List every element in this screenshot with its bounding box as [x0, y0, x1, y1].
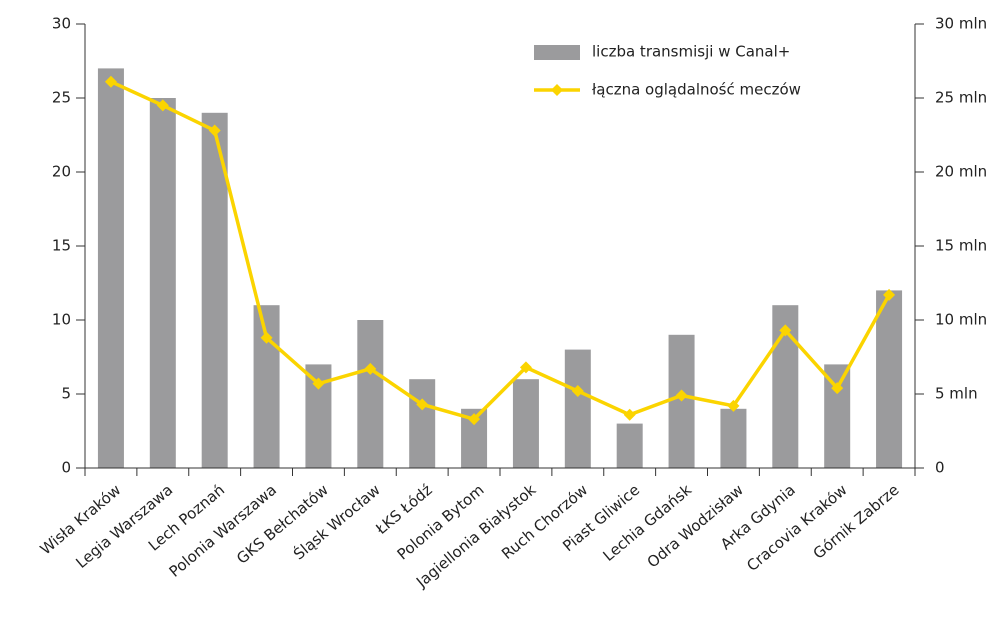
bar	[512, 379, 539, 468]
bar	[253, 305, 280, 468]
y-tick-label: 30	[52, 15, 71, 33]
marker	[260, 331, 273, 344]
bar	[720, 408, 747, 468]
legend-marker	[551, 84, 563, 96]
bar	[149, 98, 176, 468]
marker	[779, 324, 792, 337]
x-tick-label: Lechia Gdańsk	[600, 481, 696, 565]
line	[110, 80, 891, 422]
marker	[623, 408, 636, 421]
y2-tick-label: 0	[935, 459, 945, 477]
y-tick-label: 15	[52, 237, 71, 255]
y-tick-label: 20	[52, 163, 71, 181]
y2-tick-label: 20 mln	[935, 163, 987, 181]
y-tick-label: 25	[52, 89, 71, 107]
y2-tick-label: 5 mln	[935, 385, 978, 403]
x-tick-label: Odra Wodzisław	[644, 481, 747, 572]
bar	[357, 320, 384, 468]
legend-swatch	[534, 45, 580, 60]
y-tick-label: 5	[61, 385, 71, 403]
y-tick-label: 10	[52, 311, 71, 329]
y2-tick-label: 25 mln	[935, 89, 987, 107]
marker	[208, 124, 221, 137]
bar	[564, 349, 591, 468]
y2-tick-label: 15 mln	[935, 237, 987, 255]
legend-label: liczba transmisji w Canal+	[592, 43, 790, 61]
marker	[883, 288, 896, 301]
y2-tick-label: 10 mln	[935, 311, 987, 329]
bar	[616, 423, 643, 468]
legend-label: łączna oglądalność meczów	[592, 81, 801, 99]
marker	[416, 398, 429, 411]
x-tick-label: Śląsk Wrocław	[289, 480, 383, 564]
y-tick-label: 0	[61, 459, 71, 477]
x-tick-label: GKS Bełchatów	[233, 481, 332, 568]
marker	[312, 377, 325, 390]
x-tick-label: Polonia Bytom	[394, 481, 488, 564]
marker	[468, 413, 481, 426]
bar	[409, 379, 436, 468]
bar	[97, 68, 124, 469]
marker	[675, 389, 688, 402]
y2-tick-label: 30 mln	[935, 15, 987, 33]
bar	[876, 290, 903, 468]
marker	[571, 385, 584, 398]
marker	[104, 75, 117, 88]
marker	[727, 399, 740, 412]
marker	[156, 99, 169, 112]
bar	[824, 364, 851, 468]
marker	[364, 362, 377, 375]
marker	[831, 382, 844, 395]
marker	[519, 361, 532, 374]
